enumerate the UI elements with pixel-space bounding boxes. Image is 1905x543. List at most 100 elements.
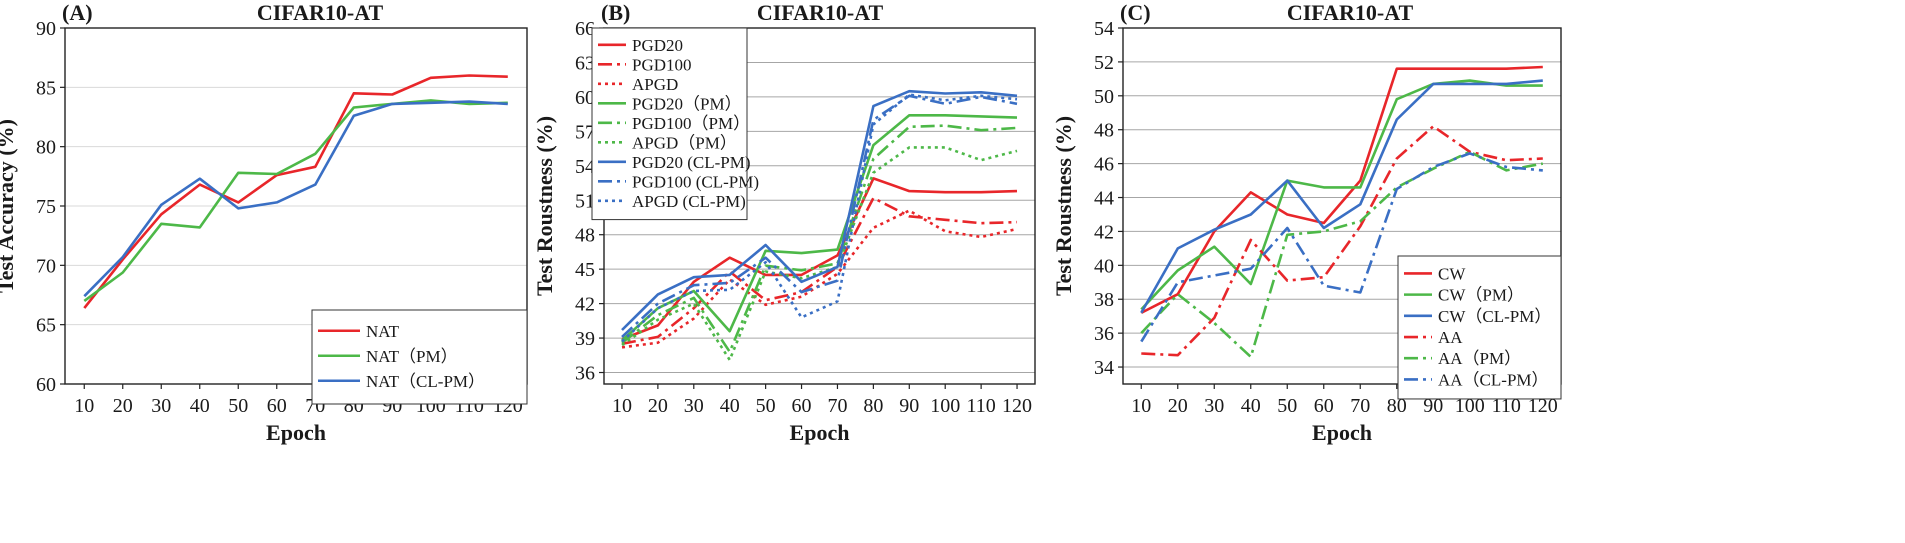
x-tick-label: 110 (966, 395, 995, 417)
x-tick-label: 30 (151, 395, 171, 417)
series-line-4 (621, 114, 1018, 342)
legend-label-3: NAT（CL-PM） (366, 372, 485, 391)
plot-frame (1122, 27, 1562, 385)
y-axis-label: Test Roustness (%) (532, 116, 557, 296)
x-tick-label: 20 (113, 395, 133, 417)
y-tick-label: 42 (575, 294, 595, 316)
legend-label-8: PGD100 (CL-PM) (632, 172, 759, 191)
y-tick-label: 75 (36, 196, 56, 218)
legend-label-1: PGD20 (632, 36, 683, 55)
x-axis-label: Epoch (266, 420, 326, 445)
x-tick-label: 120 (1002, 395, 1032, 417)
y-tick-label: 90 (36, 18, 56, 40)
legend-label-4: AA (1438, 328, 1463, 347)
y-tick-label: 46 (1094, 154, 1114, 176)
x-axis-label: Epoch (1312, 420, 1372, 445)
panel-label: (C) (1120, 0, 1151, 25)
series-line-6 (1140, 152, 1543, 343)
y-axis-label: Test Roustness (%) (1051, 116, 1076, 296)
chart-panel-3: 34 36 38 40 42 44 46 48 50 52 54 10 20 30 40 50 60 70 80 90… (1051, 0, 1562, 445)
y-tick-label: 60 (575, 87, 595, 109)
series-line-2 (83, 99, 508, 302)
x-tick-label: 60 (267, 395, 287, 417)
series-line-8 (621, 94, 1018, 338)
y-tick-label: 63 (575, 52, 595, 74)
x-tick-label: 50 (1277, 395, 1297, 417)
x-tick-label: 40 (1241, 395, 1261, 417)
legend-label-1: NAT (366, 322, 400, 341)
y-tick-label: 36 (575, 363, 595, 385)
y-tick-label: 45 (575, 259, 595, 281)
x-tick-label: 40 (190, 395, 210, 417)
y-tick-label: 42 (1094, 221, 1114, 243)
x-tick-label: 90 (1423, 395, 1443, 417)
x-tick-label: 100 (930, 395, 960, 417)
x-tick-label: 50 (228, 395, 248, 417)
x-tick-label: 110 (1492, 395, 1521, 417)
legend-label-2: PGD100 (632, 55, 692, 74)
y-tick-label: 50 (1094, 86, 1114, 108)
y-tick-label: 85 (36, 77, 56, 99)
y-tick-label: 40 (1094, 255, 1114, 277)
y-tick-label: 48 (1094, 120, 1114, 142)
legend-label-5: AA（PM） (1438, 349, 1521, 368)
legend-label-4: PGD20（PM） (632, 94, 742, 113)
x-tick-label: 60 (792, 395, 812, 417)
y-tick-label: 70 (36, 255, 56, 277)
panel-label: (B) (601, 0, 630, 25)
legend-label-2: NAT（PM） (366, 347, 458, 366)
legend-label-7: PGD20 (CL-PM) (632, 153, 751, 172)
legend-label-3: CW（CL-PM） (1438, 307, 1551, 326)
series-line-3 (1140, 79, 1543, 314)
x-tick-label: 60 (1314, 395, 1334, 417)
y-tick-label: 34 (1094, 357, 1114, 379)
chart-title: CIFAR10-AT (757, 0, 884, 25)
y-tick-label: 57 (575, 121, 595, 143)
y-tick-label: 51 (575, 190, 595, 212)
y-tick-label: 52 (1094, 52, 1114, 74)
series-line-1 (83, 74, 508, 309)
legend-label-9: APGD (CL-PM) (632, 192, 746, 211)
legend-label-3: APGD (632, 75, 678, 94)
series-line-5 (1140, 150, 1544, 359)
chart-title: CIFAR10-AT (1287, 0, 1414, 25)
y-tick-label: 39 (575, 328, 595, 350)
series-line-6 (621, 146, 1018, 362)
y-tick-label: 44 (1094, 188, 1114, 210)
panel-label: (A) (62, 0, 93, 25)
x-tick-label: 120 (1528, 395, 1558, 417)
y-tick-label: 66 (575, 18, 595, 40)
x-tick-label: 20 (648, 395, 668, 417)
x-tick-label: 30 (1204, 395, 1224, 417)
x-tick-label: 30 (684, 395, 704, 417)
y-tick-label: 54 (575, 156, 595, 178)
legend-label-2: CW（PM） (1438, 286, 1524, 305)
y-axis-label: Test Accuracy (%) (0, 119, 18, 293)
series-line-5 (621, 124, 1018, 354)
x-tick-label: 10 (1131, 395, 1151, 417)
x-tick-label: 40 (720, 395, 740, 417)
x-axis-label: Epoch (790, 420, 850, 445)
x-tick-label: 70 (1350, 395, 1370, 417)
y-tick-label: 48 (575, 225, 595, 247)
x-tick-label: 80 (1387, 395, 1407, 417)
y-tick-label: 80 (36, 137, 56, 159)
legend-label-6: AA（CL-PM） (1438, 370, 1549, 389)
series-line-7 (621, 89, 1018, 331)
series-line-3 (621, 209, 1018, 349)
x-tick-label: 50 (756, 395, 776, 417)
x-tick-label: 10 (612, 395, 632, 417)
x-tick-label: 80 (863, 395, 883, 417)
x-tick-label: 70 (827, 395, 847, 417)
legend-label-6: APGD（PM） (632, 133, 737, 152)
chart-panel-2: 36 39 42 45 48 51 54 57 60 63 66 10 20 30 40 50 60 70 80 90… (532, 0, 1036, 445)
y-tick-label: 60 (36, 374, 56, 396)
x-tick-label: 100 (1455, 395, 1485, 417)
y-tick-label: 38 (1094, 289, 1114, 311)
series-line-4 (1141, 125, 1543, 357)
y-tick-label: 65 (36, 315, 56, 337)
x-tick-label: 20 (1168, 395, 1188, 417)
